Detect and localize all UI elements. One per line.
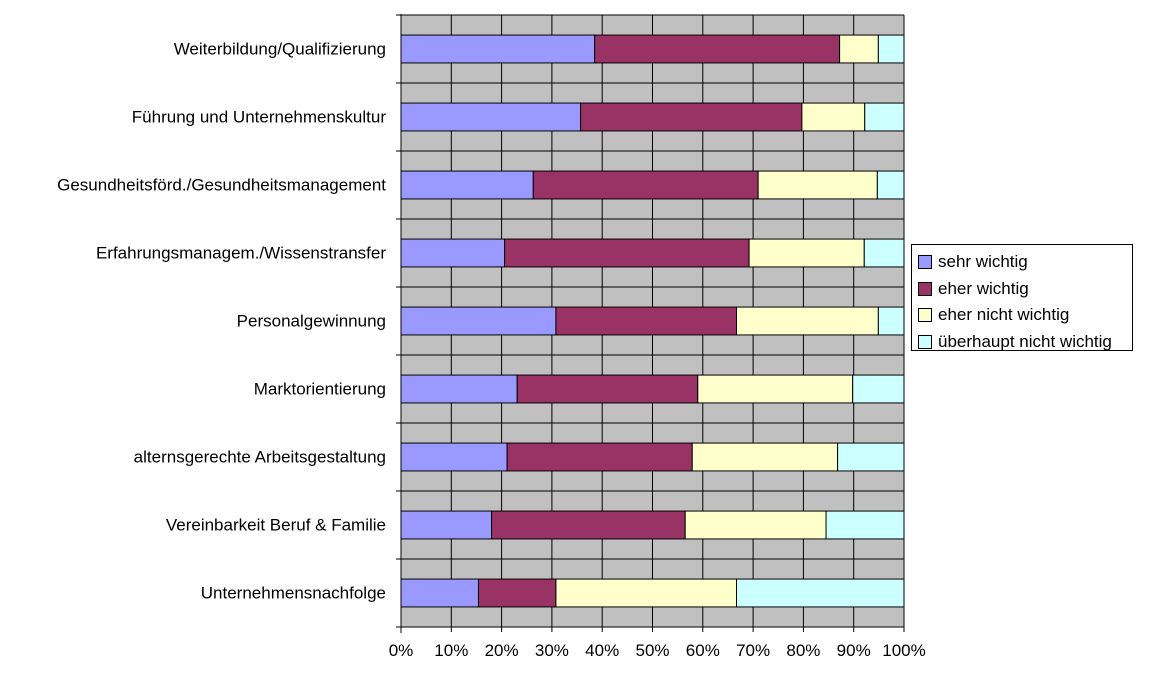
bar-segment bbox=[400, 238, 506, 268]
bar-segment bbox=[757, 170, 878, 200]
category-label: Vereinbarkeit Beruf & Familie bbox=[166, 516, 386, 535]
bar-segment bbox=[400, 510, 493, 540]
bar-segment bbox=[580, 102, 803, 132]
category-label: Personalgewinnung bbox=[237, 312, 386, 331]
bar-segment bbox=[736, 578, 905, 608]
bar-segment bbox=[691, 442, 839, 472]
bar-segment bbox=[736, 306, 879, 336]
bar-segment bbox=[876, 170, 905, 200]
bar-segment bbox=[839, 34, 879, 64]
x-tick-label: 80% bbox=[786, 641, 820, 660]
legend-label: sehr wichtig bbox=[938, 252, 1028, 272]
legend-label: eher wichtig bbox=[938, 278, 1029, 298]
category-label: Gesundheitsförd./Gesundheitsmanagement bbox=[57, 176, 386, 195]
x-tick-label: 100% bbox=[882, 641, 925, 660]
legend-swatch bbox=[918, 308, 932, 323]
bar-segment bbox=[852, 374, 905, 404]
bar-segment bbox=[877, 34, 905, 64]
bar-segment bbox=[863, 238, 905, 268]
bar-segment bbox=[516, 374, 699, 404]
legend-item: eher wichtig bbox=[918, 276, 1132, 303]
legend-item: überhaupt nicht wichtig bbox=[918, 329, 1132, 356]
bar-segment bbox=[555, 306, 738, 336]
legend-label: überhaupt nicht wichtig bbox=[938, 331, 1112, 351]
bar-segment bbox=[697, 374, 854, 404]
category-label: alternsgerechte Arbeitsgestaltung bbox=[134, 448, 386, 467]
bar-segment bbox=[801, 102, 866, 132]
bar-segment bbox=[400, 374, 518, 404]
category-label: Unternehmensnachfolge bbox=[201, 584, 386, 603]
x-tick-label: 50% bbox=[635, 641, 669, 660]
x-tick-label: 10% bbox=[434, 641, 468, 660]
x-tick-label: 30% bbox=[535, 641, 569, 660]
bar-segment bbox=[400, 34, 596, 64]
x-tick-label: 60% bbox=[686, 641, 720, 660]
bar-segment bbox=[877, 306, 905, 336]
bar-segment bbox=[400, 102, 582, 132]
bar-segment bbox=[477, 578, 557, 608]
x-tick-label: 40% bbox=[585, 641, 619, 660]
legend-swatch bbox=[918, 255, 932, 270]
category-label: Marktorientierung bbox=[254, 380, 386, 399]
category-label: Erfahrungsmanagem./Wissenstransfer bbox=[96, 244, 386, 263]
legend-item: eher nicht wichtig bbox=[918, 302, 1132, 329]
bar-segment bbox=[400, 578, 479, 608]
legend-swatch bbox=[918, 281, 932, 296]
x-tick-label: 70% bbox=[736, 641, 770, 660]
category-label: Führung und Unternehmenskultur bbox=[132, 108, 387, 127]
bar-segment bbox=[506, 442, 693, 472]
legend-label: eher nicht wichtig bbox=[938, 305, 1070, 325]
bar-segment bbox=[594, 34, 841, 64]
bar-segment bbox=[684, 510, 827, 540]
x-tick-label: 90% bbox=[837, 641, 871, 660]
bar-segment bbox=[825, 510, 905, 540]
bar-segment bbox=[491, 510, 686, 540]
x-tick-label: 20% bbox=[485, 641, 519, 660]
x-tick-label: 0% bbox=[389, 641, 414, 660]
bar-segment bbox=[504, 238, 750, 268]
legend-swatch bbox=[918, 334, 932, 349]
bar-segment bbox=[864, 102, 905, 132]
bar-segment bbox=[400, 306, 557, 336]
category-label: Weiterbildung/Qualifizierung bbox=[174, 40, 386, 59]
bar-segment bbox=[748, 238, 865, 268]
bar-segment bbox=[555, 578, 738, 608]
legend: sehr wichtig eher wichtig eher nicht wicht… bbox=[911, 244, 1133, 351]
bar-segment bbox=[400, 442, 508, 472]
bar-segment bbox=[400, 170, 534, 200]
bar-segment bbox=[837, 442, 905, 472]
legend-item: sehr wichtig bbox=[918, 249, 1132, 276]
bar-segment bbox=[532, 170, 759, 200]
